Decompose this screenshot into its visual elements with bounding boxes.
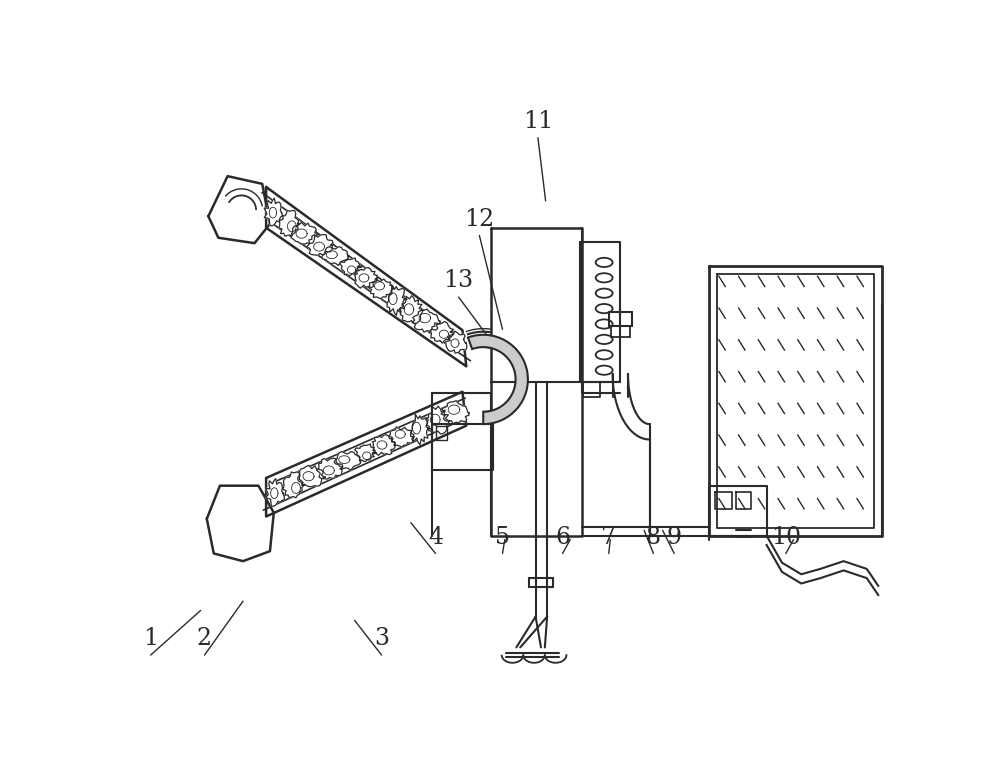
Polygon shape <box>322 246 349 265</box>
Polygon shape <box>411 414 431 445</box>
Text: 7: 7 <box>601 526 616 549</box>
Polygon shape <box>266 479 284 506</box>
Polygon shape <box>441 401 469 424</box>
Polygon shape <box>207 486 274 561</box>
Polygon shape <box>334 452 361 470</box>
Polygon shape <box>264 198 283 226</box>
Polygon shape <box>399 296 423 323</box>
Text: 11: 11 <box>523 110 553 133</box>
Polygon shape <box>709 486 767 536</box>
Polygon shape <box>709 267 882 536</box>
Polygon shape <box>316 458 343 479</box>
Polygon shape <box>354 267 377 288</box>
Wedge shape <box>468 335 528 424</box>
Polygon shape <box>279 210 300 236</box>
Text: 5: 5 <box>495 526 510 549</box>
Text: 13: 13 <box>444 270 474 292</box>
Polygon shape <box>583 382 600 397</box>
Polygon shape <box>298 465 325 487</box>
Polygon shape <box>307 235 333 255</box>
Polygon shape <box>426 406 449 434</box>
Polygon shape <box>446 331 467 353</box>
Polygon shape <box>491 228 582 536</box>
Polygon shape <box>355 444 376 461</box>
Text: 12: 12 <box>464 208 495 231</box>
Text: 8: 8 <box>646 526 661 549</box>
Polygon shape <box>368 278 393 298</box>
Polygon shape <box>208 176 270 243</box>
Polygon shape <box>291 222 318 244</box>
Polygon shape <box>717 274 874 528</box>
Polygon shape <box>266 391 466 516</box>
Polygon shape <box>387 284 407 315</box>
Polygon shape <box>339 258 361 275</box>
Polygon shape <box>436 426 447 439</box>
Polygon shape <box>580 242 620 382</box>
Polygon shape <box>372 435 395 455</box>
Text: 9: 9 <box>667 526 682 549</box>
Text: 1: 1 <box>143 628 158 650</box>
Text: 10: 10 <box>771 526 801 549</box>
Polygon shape <box>432 424 493 470</box>
Text: 4: 4 <box>428 526 443 549</box>
Polygon shape <box>389 427 414 447</box>
Text: 6: 6 <box>555 526 570 549</box>
Polygon shape <box>412 309 440 332</box>
Text: 3: 3 <box>374 628 389 650</box>
Polygon shape <box>283 472 304 498</box>
Text: 2: 2 <box>197 628 212 650</box>
Polygon shape <box>430 322 454 343</box>
Polygon shape <box>266 187 466 367</box>
